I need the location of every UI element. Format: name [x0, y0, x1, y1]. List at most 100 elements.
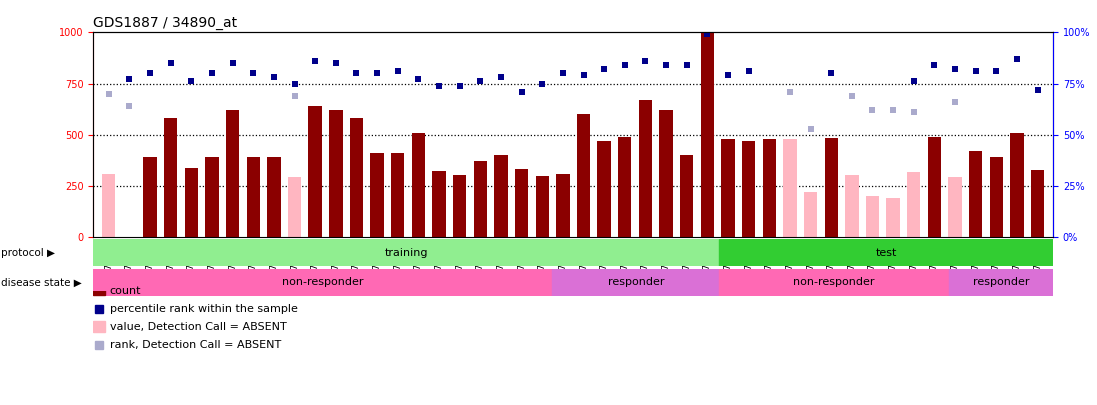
Point — [203, 70, 220, 77]
Point — [678, 62, 695, 68]
Bar — [308, 106, 321, 237]
Text: non-responder: non-responder — [282, 277, 363, 287]
Bar — [350, 118, 363, 237]
Text: test: test — [875, 248, 897, 258]
Point — [512, 88, 530, 95]
Point — [802, 125, 819, 132]
Bar — [577, 114, 590, 237]
Bar — [722, 139, 735, 237]
Bar — [144, 157, 157, 237]
Point — [142, 70, 159, 77]
Bar — [226, 110, 239, 237]
Point — [905, 78, 923, 85]
Point — [884, 107, 902, 113]
Point — [926, 62, 943, 68]
Bar — [287, 177, 302, 237]
Bar — [535, 176, 548, 237]
Point — [306, 58, 324, 64]
Point — [409, 76, 427, 83]
Bar — [371, 153, 384, 237]
Point — [493, 74, 510, 81]
Bar — [969, 151, 983, 237]
Text: GDS1887 / 34890_at: GDS1887 / 34890_at — [93, 16, 237, 30]
Point — [720, 72, 737, 79]
Bar — [556, 173, 569, 237]
Bar — [989, 157, 1003, 237]
Point — [533, 80, 551, 87]
Text: disease state ▶: disease state ▶ — [1, 277, 82, 287]
Point — [636, 58, 654, 64]
Bar — [432, 171, 445, 237]
Point — [121, 103, 138, 109]
Point — [781, 88, 799, 95]
Bar — [184, 168, 197, 237]
Point — [430, 82, 448, 89]
Point — [657, 62, 675, 68]
Bar — [93, 284, 105, 295]
Bar — [93, 321, 105, 332]
Bar — [742, 141, 756, 237]
Bar — [93, 239, 720, 266]
Point — [389, 68, 407, 75]
Point — [224, 60, 241, 66]
Bar — [1031, 171, 1044, 237]
Text: value, Detection Call = ABSENT: value, Detection Call = ABSENT — [110, 322, 286, 332]
Bar — [102, 173, 115, 237]
Point — [966, 68, 984, 75]
Bar — [720, 269, 949, 296]
Bar — [701, 32, 714, 237]
Bar — [163, 118, 178, 237]
Bar — [720, 239, 1053, 266]
Point — [285, 80, 303, 87]
Bar — [329, 110, 342, 237]
Text: percentile rank within the sample: percentile rank within the sample — [110, 304, 297, 314]
Bar — [93, 269, 552, 296]
Point — [844, 93, 861, 99]
Point — [554, 70, 572, 77]
Text: training: training — [384, 248, 428, 258]
Bar — [514, 169, 529, 237]
Point — [245, 70, 262, 77]
Bar — [638, 100, 652, 237]
Point — [369, 70, 386, 77]
Point — [947, 66, 964, 72]
Point — [596, 66, 613, 72]
Text: responder: responder — [973, 277, 1029, 287]
Point — [162, 60, 180, 66]
Bar — [762, 139, 776, 237]
Bar — [866, 196, 879, 237]
Bar — [205, 157, 218, 237]
Bar — [474, 161, 487, 237]
Text: count: count — [110, 286, 142, 296]
Bar — [268, 157, 281, 237]
Text: rank, Detection Call = ABSENT: rank, Detection Call = ABSENT — [110, 340, 281, 350]
Point — [575, 72, 592, 79]
Bar — [804, 192, 817, 237]
Point — [947, 99, 964, 105]
Bar — [1010, 132, 1024, 237]
Bar — [552, 269, 720, 296]
Point — [823, 70, 840, 77]
Bar — [783, 139, 796, 237]
Bar — [907, 173, 920, 237]
Bar — [247, 157, 260, 237]
Point — [348, 70, 365, 77]
Text: protocol ▶: protocol ▶ — [1, 248, 55, 258]
Point — [905, 109, 923, 115]
Point — [987, 68, 1005, 75]
Bar — [618, 137, 632, 237]
Bar — [845, 175, 859, 237]
Point — [739, 68, 757, 75]
Bar — [495, 155, 508, 237]
Point — [285, 93, 303, 99]
Text: responder: responder — [608, 277, 664, 287]
Bar — [825, 138, 838, 237]
Point — [121, 76, 138, 83]
Point — [863, 107, 881, 113]
Bar — [886, 198, 900, 237]
Point — [182, 78, 200, 85]
Point — [699, 31, 716, 38]
Bar — [411, 132, 425, 237]
Bar — [949, 177, 962, 237]
Point — [1029, 86, 1047, 93]
